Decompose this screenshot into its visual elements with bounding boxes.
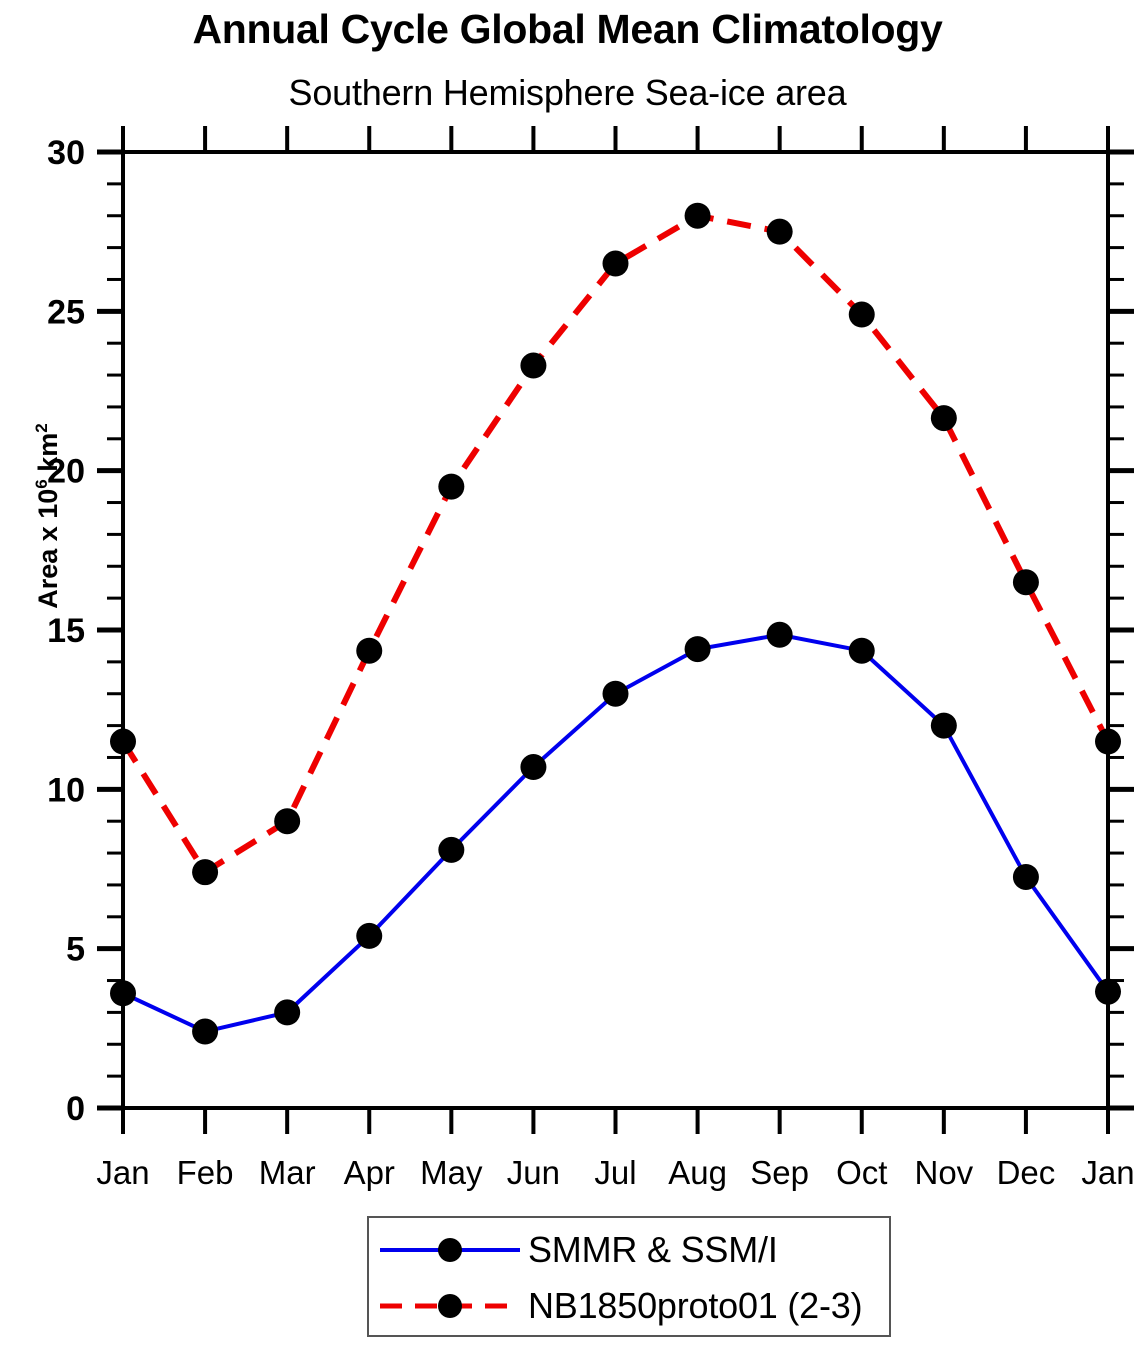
y-tick-label: 5	[66, 931, 85, 969]
data-point	[110, 728, 136, 755]
x-tick-label: Feb	[177, 1154, 234, 1191]
legend-label-1: NB1850proto01 (2-3)	[528, 1285, 863, 1326]
data-point	[356, 922, 383, 949]
x-tick-label: Dec	[997, 1154, 1056, 1191]
data-point	[274, 808, 301, 835]
y-tick-label: 15	[47, 612, 85, 650]
y-tick-label: 20	[47, 453, 85, 491]
series-line-1	[120, 212, 1111, 877]
x-tick-label: Jul	[594, 1154, 636, 1191]
data-point	[1012, 863, 1039, 890]
data-point	[110, 980, 136, 1007]
data-point	[684, 636, 711, 663]
chart-subtitle: Southern Hemisphere Sea-ice area	[288, 72, 847, 113]
data-point	[1012, 569, 1039, 596]
x-tick-label: Jan	[1081, 1154, 1134, 1191]
data-point	[684, 202, 711, 229]
data-point	[192, 1018, 219, 1045]
legend-swatch-1	[378, 1286, 522, 1326]
y-tick-label: 30	[47, 134, 85, 172]
legend-line-icon-1	[380, 1294, 520, 1318]
y-tick-labels: 0 5 10 15 20 25 30	[47, 134, 85, 1128]
data-point	[192, 859, 219, 886]
data-point	[438, 473, 465, 500]
data-point	[848, 637, 875, 664]
data-point	[930, 712, 957, 739]
data-point	[930, 405, 957, 432]
legend-label-0: SMMR & SSM/I	[528, 1229, 778, 1270]
x-tick-label: Jun	[507, 1154, 560, 1191]
legend-entry-0[interactable]: SMMR & SSM/I	[369, 1222, 889, 1278]
data-point	[848, 301, 875, 328]
x-tick-label: Jan	[96, 1154, 149, 1191]
data-point	[602, 680, 629, 707]
x-tick-label: Sep	[750, 1154, 809, 1191]
y-tick-label: 10	[47, 771, 85, 809]
data-point	[438, 836, 465, 863]
data-point	[356, 637, 383, 664]
x-tick-label: Apr	[344, 1154, 395, 1191]
x-tick-label: Aug	[668, 1154, 727, 1191]
x-tick-labels: Jan Feb Mar Apr May Jun Jul Aug Sep Oct Nov Dec Jan	[96, 1154, 1134, 1191]
x-tick-label: Mar	[259, 1154, 316, 1191]
x-tick-label: Nov	[914, 1154, 973, 1191]
y-tick-label: 0	[66, 1090, 85, 1128]
page-title: Annual Cycle Global Mean Climatology	[192, 6, 943, 52]
legend: SMMR & SSM/I NB1850proto01 (2-3)	[367, 1216, 891, 1337]
data-point	[520, 754, 547, 781]
legend-entry-1[interactable]: NB1850proto01 (2-3)	[369, 1278, 889, 1334]
legend-swatch-0	[378, 1230, 522, 1270]
x-tick-label: May	[420, 1154, 483, 1191]
data-point	[274, 999, 301, 1026]
data-point	[1095, 728, 1121, 755]
data-series-group	[110, 202, 1121, 1045]
y-tick-label: 25	[47, 293, 85, 331]
data-point	[1095, 978, 1121, 1005]
x-tick-label: Oct	[836, 1154, 887, 1191]
legend-line-icon-0	[380, 1238, 520, 1262]
data-point	[520, 352, 547, 379]
axes	[97, 126, 1134, 1134]
data-point	[766, 218, 793, 245]
data-point	[766, 621, 793, 648]
data-point	[602, 250, 629, 277]
